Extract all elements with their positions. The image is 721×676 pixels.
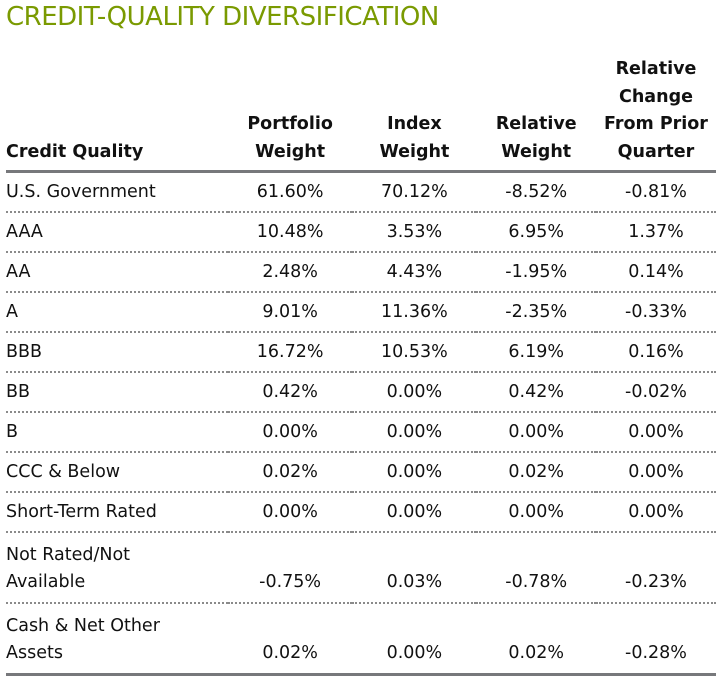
cell-index-weight: 0.00% — [352, 372, 477, 413]
row-label: Cash & Net Other Assets — [6, 603, 228, 676]
cell-relative-change: -0.02% — [595, 372, 716, 413]
row-label: BBB — [6, 332, 228, 373]
row-label: U.S. Government — [6, 171, 228, 213]
credit-quality-table: Credit Quality Portfolio Weight Index Weig… — [6, 56, 716, 676]
table-row: U.S. Government 61.60% 70.12% -8.52% -0.81% — [6, 171, 716, 213]
row-label: A — [6, 292, 228, 333]
table-row: AAA 10.48% 3.53% 6.95% 1.37% — [6, 212, 716, 253]
cell-portfolio-weight: 0.00% — [227, 412, 353, 453]
cell-index-weight: 3.53% — [352, 212, 477, 253]
table-header-row: Credit Quality Portfolio Weight Index Weig… — [6, 56, 716, 173]
cell-index-weight: 4.43% — [352, 252, 477, 293]
cell-index-weight: 11.36% — [352, 292, 477, 333]
table-row: AA 2.48% 4.43% -1.95% 0.14% — [6, 252, 716, 293]
row-label: CCC & Below — [6, 452, 228, 493]
cell-index-weight: 0.00% — [352, 412, 477, 453]
cell-portfolio-weight: 0.42% — [227, 372, 353, 413]
cell-relative-weight: -2.35% — [476, 292, 596, 333]
row-label: B — [6, 412, 228, 453]
table-row: Not Rated/Not Available -0.75% 0.03% -0.78%… — [6, 532, 716, 604]
cell-relative-change: 0.00% — [595, 492, 716, 533]
column-header-portfolio-weight: Portfolio Weight — [227, 56, 353, 173]
cell-relative-weight: 0.02% — [476, 603, 596, 676]
row-label: AA — [6, 252, 228, 293]
cell-portfolio-weight: 2.48% — [227, 252, 353, 293]
table-row: B 0.00% 0.00% 0.00% 0.00% — [6, 412, 716, 453]
cell-portfolio-weight: 16.72% — [227, 332, 353, 373]
cell-portfolio-weight: 10.48% — [227, 212, 353, 253]
table-row: A 9.01% 11.36% -2.35% -0.33% — [6, 292, 716, 333]
cell-index-weight: 0.03% — [352, 532, 477, 604]
cell-relative-weight: -0.78% — [476, 532, 596, 604]
page-title: CREDIT-QUALITY DIVERSIFICATION — [6, 2, 439, 32]
cell-index-weight: 10.53% — [352, 332, 477, 373]
cell-portfolio-weight: 0.02% — [227, 452, 353, 493]
column-header-credit-quality: Credit Quality — [6, 56, 228, 173]
table-row: BBB 16.72% 10.53% 6.19% 0.16% — [6, 332, 716, 373]
table-row: Cash & Net Other Assets 0.02% 0.00% 0.02% -0… — [6, 603, 716, 676]
cell-relative-weight: 0.02% — [476, 452, 596, 493]
cell-relative-change: -0.81% — [595, 171, 716, 213]
table-row: BB 0.42% 0.00% 0.42% -0.02% — [6, 372, 716, 413]
cell-relative-weight: 0.00% — [476, 492, 596, 533]
cell-portfolio-weight: 0.00% — [227, 492, 353, 533]
row-label: Not Rated/Not Available — [6, 532, 228, 604]
cell-relative-weight: 6.95% — [476, 212, 596, 253]
table-row: CCC & Below 0.02% 0.00% 0.02% 0.00% — [6, 452, 716, 493]
cell-relative-weight: -8.52% — [476, 171, 596, 213]
cell-relative-change: -0.28% — [595, 603, 716, 676]
row-label: Short-Term Rated — [6, 492, 228, 533]
cell-index-weight: 0.00% — [352, 492, 477, 533]
cell-index-weight: 0.00% — [352, 603, 477, 676]
cell-portfolio-weight: 0.02% — [227, 603, 353, 676]
cell-portfolio-weight: 9.01% — [227, 292, 353, 333]
column-header-relative-weight: Relative Weight — [476, 56, 596, 173]
cell-index-weight: 70.12% — [352, 171, 477, 213]
cell-relative-weight: -1.95% — [476, 252, 596, 293]
row-label: AAA — [6, 212, 228, 253]
cell-index-weight: 0.00% — [352, 452, 477, 493]
cell-portfolio-weight: -0.75% — [227, 532, 353, 604]
cell-portfolio-weight: 61.60% — [227, 171, 353, 213]
cell-relative-change: -0.23% — [595, 532, 716, 604]
cell-relative-change: 0.14% — [595, 252, 716, 293]
cell-relative-change: -0.33% — [595, 292, 716, 333]
column-header-relative-change: Relative Change From Prior Quarter — [595, 56, 716, 173]
cell-relative-change: 1.37% — [595, 212, 716, 253]
cell-relative-change: 0.16% — [595, 332, 716, 373]
cell-relative-change: 0.00% — [595, 452, 716, 493]
row-label: BB — [6, 372, 228, 413]
cell-relative-weight: 0.42% — [476, 372, 596, 413]
cell-relative-weight: 6.19% — [476, 332, 596, 373]
cell-relative-change: 0.00% — [595, 412, 716, 453]
cell-relative-weight: 0.00% — [476, 412, 596, 453]
table-row: Short-Term Rated 0.00% 0.00% 0.00% 0.00% — [6, 492, 716, 533]
column-header-index-weight: Index Weight — [352, 56, 477, 173]
